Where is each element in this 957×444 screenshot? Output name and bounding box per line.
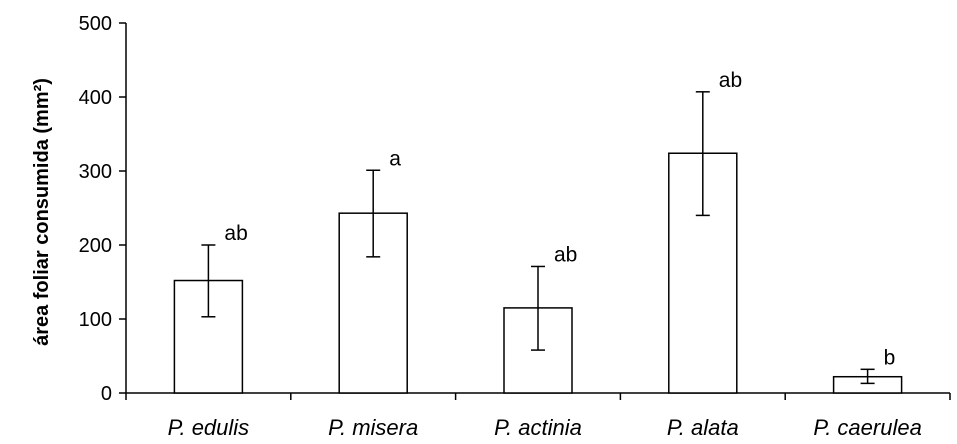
y-tick-label: 200 bbox=[79, 235, 112, 257]
bars bbox=[173, 152, 903, 394]
y-axis: 0 100 200 300 400 500 bbox=[79, 13, 127, 405]
significance-label: ab bbox=[224, 222, 247, 245]
y-tick-label: 300 bbox=[79, 161, 112, 183]
x-tick-label: P. actinia bbox=[494, 415, 582, 440]
x-tick-label: P. edulis bbox=[168, 415, 250, 440]
y-tick-label: 400 bbox=[79, 87, 112, 109]
significance-label: a bbox=[389, 147, 401, 170]
y-tick-label: 0 bbox=[101, 383, 112, 405]
y-tick-label: 100 bbox=[79, 309, 112, 331]
error-bars bbox=[201, 91, 875, 385]
x-tick-label: P. alata bbox=[667, 415, 739, 440]
y-tick-label: 500 bbox=[79, 13, 112, 35]
significance-label: ab bbox=[719, 69, 742, 92]
x-tick-label: P. misera bbox=[328, 415, 418, 440]
x-tick-label: P. caerulea bbox=[813, 415, 921, 440]
significance-label: b bbox=[884, 346, 896, 369]
significance-label: ab bbox=[554, 243, 577, 266]
y-axis-label: área foliar consumida (mm²) bbox=[31, 78, 53, 346]
x-axis: P. edulis P. misera P. actinia P. alata P. c… bbox=[125, 392, 951, 440]
data-labels: ab a ab ab b bbox=[224, 69, 895, 370]
